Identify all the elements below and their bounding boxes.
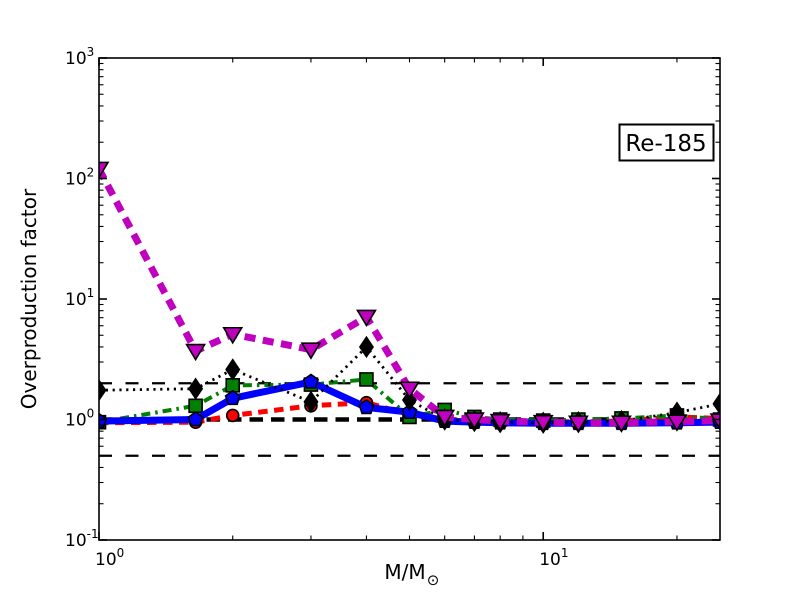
triangle-down-marker — [532, 414, 554, 433]
y-tick-label: 101 — [65, 286, 94, 310]
square-marker — [225, 378, 241, 393]
diamond-marker — [99, 379, 107, 402]
annotation-label: Re-185 — [625, 131, 706, 157]
triangle-down-marker — [489, 413, 511, 432]
x-tick-label: 101 — [539, 546, 568, 570]
pentagon-marker — [224, 389, 241, 406]
triangle-down-marker — [666, 414, 688, 432]
y-tick-label: 102 — [65, 166, 94, 190]
series-magenta-dashed-triangles — [99, 161, 720, 433]
triangle-down-marker — [399, 381, 420, 399]
square-marker — [188, 398, 203, 414]
triangle-down-marker — [611, 415, 632, 433]
annotation-box: Re-185 — [618, 123, 715, 162]
diamond-marker — [225, 358, 241, 381]
y-tick-label: 103 — [65, 45, 94, 69]
y-tick-label: 10-1 — [65, 527, 99, 551]
triangle-down-marker — [567, 415, 589, 433]
pentagon-marker — [187, 411, 204, 427]
pentagon-marker — [401, 403, 418, 420]
diamond-marker — [401, 388, 418, 412]
diamond-marker — [188, 377, 204, 400]
diamond-marker — [712, 392, 720, 415]
x-axis-label: M/M ⊙ — [384, 560, 439, 589]
y-tick-label: 100 — [65, 407, 94, 431]
y-axis-label: Overproduction factor — [17, 188, 41, 409]
x-tick-label: 100 — [95, 546, 124, 570]
triangle-down-marker — [185, 343, 207, 362]
triangle-down-marker — [222, 326, 244, 345]
x-axis-label-main: M/M — [384, 560, 425, 584]
x-axis-label-subscript: ⊙ — [427, 571, 440, 589]
triangle-down-marker — [99, 161, 110, 180]
triangle-down-marker — [434, 409, 456, 428]
pentagon-marker — [99, 412, 108, 428]
pentagon-marker — [302, 373, 320, 389]
square-marker — [359, 372, 374, 387]
triangle-down-marker — [356, 309, 377, 328]
circle-marker — [225, 408, 240, 423]
pentagon-marker — [358, 398, 375, 415]
axes-frame — [98, 57, 721, 541]
diamond-marker — [303, 390, 319, 414]
triangle-down-marker — [464, 412, 485, 430]
series-lines — [99, 161, 720, 434]
diamond-marker — [358, 335, 374, 359]
triangle-down-marker — [300, 342, 322, 360]
series-line — [99, 167, 720, 427]
annotation-frame — [618, 123, 715, 162]
